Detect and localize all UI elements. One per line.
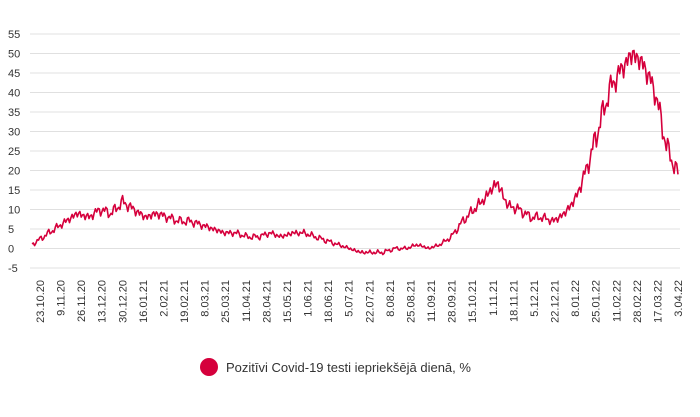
y-tick-label: 45 bbox=[8, 68, 20, 80]
x-tick-label: 8.01.22 bbox=[570, 280, 582, 317]
x-tick-label: 8.08.21 bbox=[385, 280, 397, 317]
x-tick-label: 28.04.21 bbox=[261, 280, 273, 323]
y-tick-label: 25 bbox=[8, 146, 20, 158]
legend-marker bbox=[200, 358, 218, 376]
x-tick-label: 25.08.21 bbox=[405, 280, 417, 323]
x-axis-tick-labels: 23.10.20 9.11.20 26.11.20 13.12.20 30.12.20 1… bbox=[35, 280, 685, 323]
x-tick-label: 25.01.22 bbox=[591, 280, 603, 323]
x-tick-label: 13.12.20 bbox=[97, 280, 109, 323]
x-tick-label: 5.12.21 bbox=[529, 280, 541, 317]
x-tick-label: 15.10.21 bbox=[467, 280, 479, 323]
x-tick-label: 25.03.21 bbox=[220, 280, 232, 323]
x-tick-label: 16.01.21 bbox=[138, 280, 150, 323]
y-tick-label: 40 bbox=[8, 88, 20, 100]
x-tick-label: 11.04.21 bbox=[241, 280, 253, 322]
x-tick-label: 28.02.22 bbox=[632, 280, 644, 323]
series-line-positive-tests bbox=[31, 49, 679, 256]
x-tick-label: 18.06.21 bbox=[323, 280, 335, 323]
x-tick-label: 19.02.21 bbox=[179, 280, 191, 323]
x-tick-label: 1.11.21 bbox=[488, 280, 500, 316]
x-tick-label: 9.11.20 bbox=[56, 280, 68, 316]
x-tick-label: 26.11.20 bbox=[76, 280, 88, 322]
legend-label: Pozitīvi Covid-19 testi iepriekšējā dien… bbox=[226, 359, 471, 375]
grid-lines bbox=[30, 33, 680, 269]
x-tick-label: 5.07.21 bbox=[344, 280, 356, 317]
x-tick-label: 17.03.22 bbox=[652, 280, 664, 323]
x-tick-label: 1.06.21 bbox=[303, 280, 315, 317]
x-tick-label: 15.05.21 bbox=[282, 280, 294, 323]
y-tick-label: 30 bbox=[8, 127, 20, 139]
x-tick-label: 22.12.21 bbox=[550, 280, 562, 323]
y-tick-label: 5 bbox=[8, 224, 14, 236]
x-tick-label: 18.11.21 bbox=[508, 280, 520, 322]
x-tick-label: 30.12.20 bbox=[117, 280, 129, 323]
y-tick-label: 50 bbox=[8, 49, 20, 61]
y-tick-label: 15 bbox=[8, 185, 20, 197]
y-tick-label: 35 bbox=[8, 107, 20, 119]
y-tick-label: 10 bbox=[8, 205, 20, 217]
y-tick-label: 20 bbox=[8, 166, 20, 178]
legend: Pozitīvi Covid-19 testi iepriekšējā dien… bbox=[200, 358, 471, 376]
x-tick-label: 3.04.22 bbox=[673, 280, 685, 317]
x-tick-label: 23.10.20 bbox=[35, 280, 47, 323]
x-tick-label: 8.03.21 bbox=[200, 280, 212, 317]
x-tick-label: 28.09.21 bbox=[447, 280, 459, 323]
y-tick-label: 55 bbox=[8, 29, 20, 41]
series-layer bbox=[31, 49, 679, 256]
x-tick-label: 11.09.21 bbox=[426, 280, 438, 322]
x-tick-label: 22.07.21 bbox=[364, 280, 376, 323]
x-tick-label: 2.02.21 bbox=[158, 280, 170, 317]
y-tick-label: 0 bbox=[8, 244, 14, 256]
y-tick-label: -5 bbox=[8, 263, 18, 275]
x-tick-label: 11.02.22 bbox=[611, 280, 623, 322]
